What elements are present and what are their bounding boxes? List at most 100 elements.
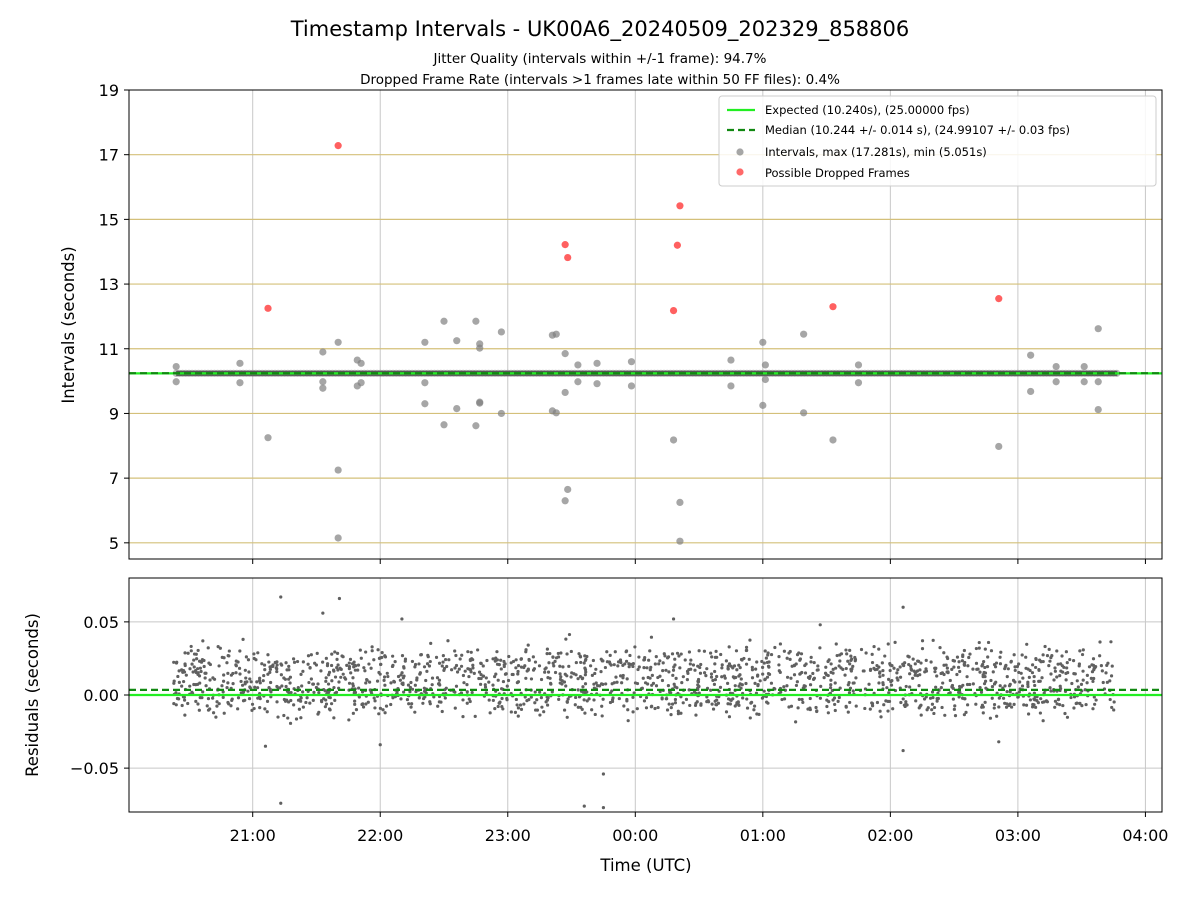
residual-point [294, 717, 299, 721]
residual-point [920, 639, 925, 643]
residual-point [938, 646, 942, 650]
residual-point [601, 682, 605, 686]
residual-point [1016, 695, 1020, 699]
residual-point [918, 668, 922, 672]
residual-point [196, 648, 200, 653]
residual-point [806, 675, 811, 680]
residual-point [250, 708, 254, 712]
residual-point [1075, 679, 1079, 683]
residual-point [1108, 679, 1112, 683]
residual-point [454, 663, 459, 668]
residual-point [454, 684, 459, 688]
residual-point [748, 638, 752, 642]
residual-point [305, 696, 309, 700]
residual-point [549, 681, 553, 685]
residual-point [523, 695, 527, 699]
residual-point [950, 683, 955, 688]
residual-point [785, 684, 789, 688]
residual-point [1105, 680, 1109, 684]
residual-point [376, 648, 380, 652]
residual-point [732, 676, 736, 680]
residual-point [576, 677, 580, 681]
residual-point [389, 681, 393, 685]
interval-point [357, 359, 365, 367]
residual-point [672, 682, 676, 686]
residual-point [875, 667, 879, 671]
residual-point [599, 670, 603, 674]
residual-point [584, 670, 588, 674]
residual-point [1005, 675, 1009, 679]
residual-point [565, 700, 569, 704]
residual-point [378, 743, 382, 747]
residual-point [509, 710, 513, 714]
residual-point [333, 675, 338, 679]
residual-point [198, 681, 202, 685]
residual-point [1028, 698, 1032, 702]
residual-point [358, 648, 362, 652]
residual-point [375, 679, 380, 683]
interval-point [829, 436, 837, 444]
residual-point [453, 649, 457, 653]
interval-point [264, 434, 272, 442]
residual-point [992, 663, 997, 667]
residual-point [1041, 653, 1045, 657]
residual-point [206, 708, 211, 712]
residual-point [637, 655, 641, 659]
residual-point [688, 703, 692, 708]
residual-point [256, 651, 260, 655]
residual-point [523, 664, 527, 668]
residual-point [892, 666, 896, 670]
residual-point [585, 690, 589, 694]
residual-point [236, 696, 241, 700]
residual-point [564, 637, 568, 641]
residual-point [413, 683, 417, 687]
residual-point [483, 683, 487, 687]
residual-point [269, 690, 273, 694]
residual-point [944, 663, 948, 667]
residual-point [971, 682, 975, 686]
residual-point [1017, 662, 1021, 666]
residual-point [738, 666, 742, 670]
interval-point [800, 409, 808, 417]
residual-point [671, 617, 676, 621]
residual-point [942, 651, 946, 655]
residual-point [1080, 652, 1085, 657]
residual-point [995, 714, 999, 718]
residual-point [761, 672, 765, 676]
residual-point [750, 700, 754, 704]
residual-point [180, 703, 184, 708]
residual-point [453, 666, 457, 670]
residual-point [670, 702, 675, 706]
residual-point [316, 712, 320, 716]
residual-point [172, 660, 176, 664]
residual-point [361, 705, 366, 709]
residual-point [603, 665, 608, 670]
residual-point [620, 681, 624, 685]
residual-point [801, 700, 805, 705]
residual-point [755, 660, 759, 664]
residual-point [1065, 666, 1069, 670]
residual-point [406, 683, 411, 687]
residual-point [744, 681, 748, 686]
residual-point [750, 665, 754, 669]
residual-point [400, 681, 404, 686]
residual-point [614, 675, 618, 679]
residual-point [879, 715, 883, 719]
residual-point [727, 662, 732, 666]
residual-point [467, 697, 471, 701]
residual-point [428, 659, 432, 664]
residual-point [282, 713, 286, 718]
residual-point [833, 681, 837, 685]
residual-point [180, 668, 184, 672]
residual-point [631, 695, 635, 699]
residual-point [709, 672, 714, 676]
residual-point [578, 654, 582, 658]
residual-point [215, 704, 219, 708]
residual-point [399, 673, 403, 677]
residual-point [846, 710, 850, 714]
residuals-panel: 21:00 22:00 23:00 00:00 01:00 02:00 03:00 04:00… [70, 577, 1168, 845]
residual-point [989, 649, 994, 653]
residual-point [769, 681, 774, 685]
residual-point [323, 705, 327, 709]
residual-point [1033, 683, 1037, 688]
